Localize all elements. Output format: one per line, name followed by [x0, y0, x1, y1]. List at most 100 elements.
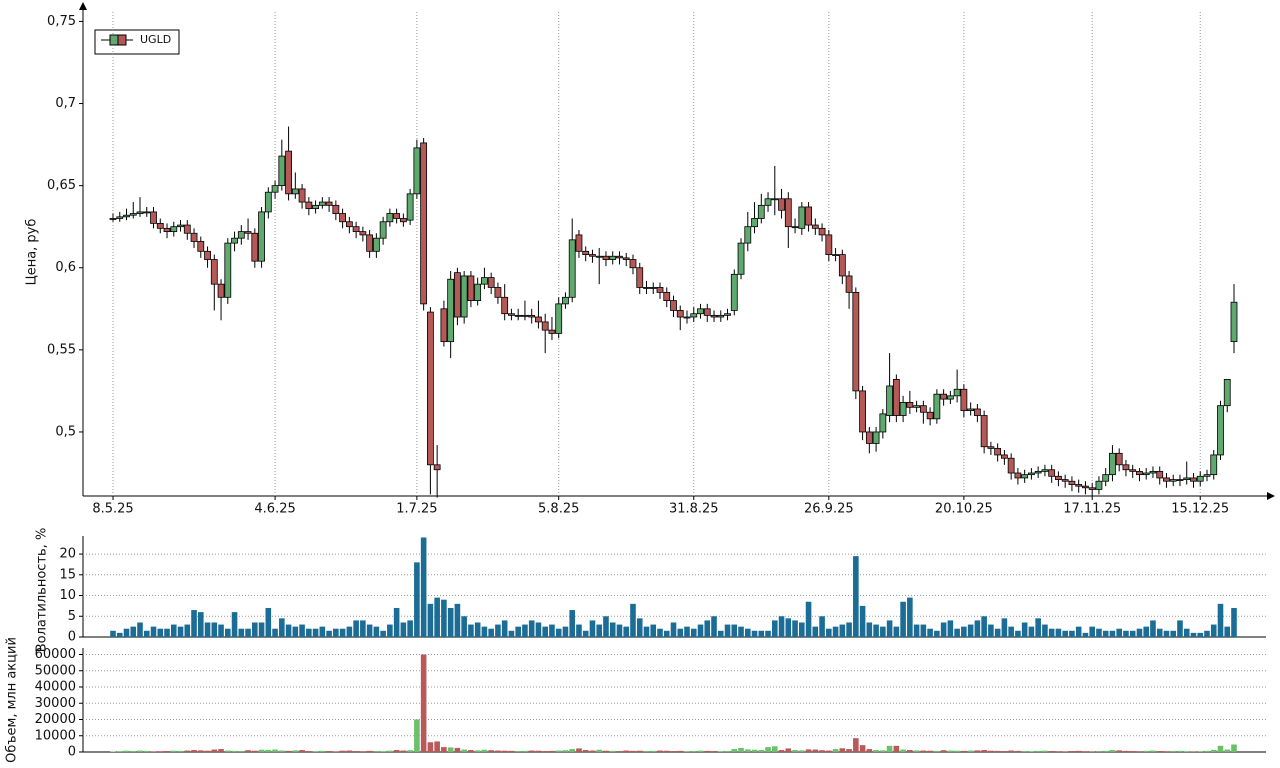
- bar: [1163, 751, 1170, 752]
- bar: [1069, 751, 1075, 752]
- candle-body: [224, 242, 232, 298]
- bar: [636, 750, 643, 752]
- y-tick-label: 30000: [35, 696, 76, 711]
- bar: [272, 628, 278, 637]
- candle-body: [906, 401, 914, 408]
- bar: [1224, 626, 1231, 637]
- bar: [1129, 630, 1136, 637]
- bar: [1048, 628, 1055, 637]
- y-tick-label: 0,5: [55, 424, 76, 439]
- bar: [940, 750, 947, 752]
- bar: [974, 620, 981, 637]
- bar: [927, 750, 933, 752]
- candle-body: [960, 388, 968, 412]
- bar: [832, 749, 839, 752]
- bar: [549, 624, 555, 637]
- bar: [1096, 751, 1102, 752]
- candle-body: [1041, 469, 1049, 472]
- y-tick-label: 0,6: [55, 260, 76, 275]
- candle-body: [359, 231, 367, 236]
- bar: [711, 751, 717, 752]
- bar: [981, 750, 987, 752]
- x-tick-label: 4.6.25: [254, 502, 295, 517]
- bar: [663, 630, 670, 637]
- bar: [1089, 626, 1095, 637]
- candle-body: [535, 316, 542, 323]
- bar: [832, 626, 839, 637]
- legend-box: [94, 29, 180, 55]
- bar: [366, 750, 373, 752]
- bar: [407, 750, 413, 752]
- candle-body: [467, 275, 475, 301]
- bar: [873, 750, 879, 752]
- bar: [792, 750, 798, 752]
- bar: [826, 628, 832, 637]
- bar: [751, 630, 758, 637]
- candle-body: [825, 234, 833, 256]
- x-tick-label: 8.5.25: [92, 502, 133, 517]
- bar: [765, 630, 771, 637]
- candle-body: [1176, 479, 1184, 481]
- candle-body: [298, 188, 306, 203]
- legend-label: UGLD: [140, 33, 171, 46]
- candle-body: [656, 287, 664, 293]
- x-tick-label: 15.12.25: [1171, 502, 1229, 517]
- bar: [1123, 630, 1129, 637]
- candle-body: [582, 250, 590, 256]
- candle-body: [643, 287, 650, 289]
- bar: [1055, 751, 1062, 752]
- candle-body: [305, 201, 313, 210]
- bar: [947, 620, 954, 637]
- bar: [157, 628, 164, 637]
- bar: [731, 749, 738, 752]
- bar: [522, 624, 528, 637]
- bar: [954, 750, 960, 752]
- bar: [913, 624, 920, 637]
- y-tick-label: 0: [68, 745, 76, 760]
- bar: [427, 603, 434, 637]
- bar: [1109, 630, 1116, 637]
- bar: [164, 628, 170, 637]
- bar: [184, 624, 191, 637]
- candle-body: [1142, 472, 1150, 476]
- x-tick-label: 20.10.25: [935, 502, 993, 517]
- x-tick-label: 31.8.25: [669, 502, 719, 517]
- bar: [387, 624, 393, 637]
- bar: [204, 750, 211, 752]
- candle-body: [697, 308, 704, 315]
- bar: [1197, 632, 1204, 637]
- bar: [1082, 632, 1089, 637]
- candle-body: [183, 224, 191, 234]
- bar: [1028, 751, 1035, 752]
- bar: [697, 624, 704, 637]
- bar: [211, 622, 218, 637]
- candle-body: [521, 314, 529, 317]
- candle-body: [622, 257, 630, 260]
- candle-body: [589, 254, 596, 257]
- bar: [1075, 626, 1082, 637]
- bar: [778, 750, 785, 752]
- candle-body: [116, 216, 124, 219]
- bar: [677, 750, 684, 752]
- candle-body: [865, 431, 873, 444]
- bar: [1217, 745, 1224, 752]
- candle-body: [379, 221, 387, 239]
- bar: [961, 750, 967, 752]
- bar: [893, 626, 900, 637]
- bar: [596, 624, 603, 637]
- bar: [1008, 626, 1014, 637]
- bar: [1183, 628, 1190, 637]
- bar: [569, 610, 576, 637]
- bar: [333, 628, 339, 637]
- bar: [501, 620, 508, 637]
- bar: [137, 750, 143, 752]
- candle-body: [562, 296, 569, 305]
- bar: [940, 622, 947, 637]
- bar: [1096, 628, 1102, 637]
- candle-body: [1021, 474, 1029, 479]
- bar: [366, 624, 373, 637]
- bar: [1224, 749, 1231, 752]
- bar: [110, 630, 116, 637]
- bar: [636, 618, 643, 637]
